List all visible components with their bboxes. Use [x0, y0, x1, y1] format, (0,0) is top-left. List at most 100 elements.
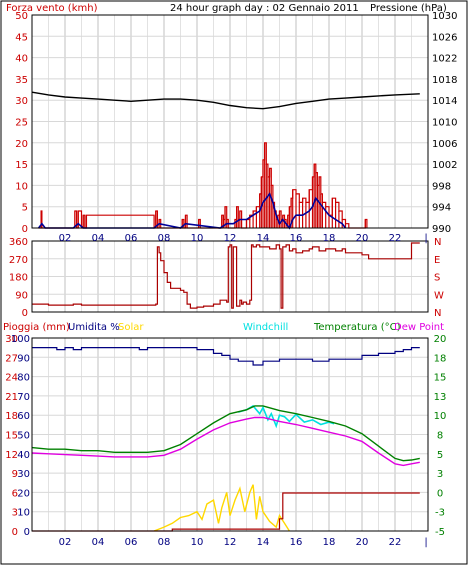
y2-tick-label: 1014 — [432, 96, 457, 107]
y-tick-label-humidity: 20 — [17, 488, 30, 499]
y-tick-label: 0 — [22, 224, 28, 235]
compass-label: N — [434, 237, 441, 248]
dewpoint-line — [31, 416, 420, 467]
legend-windchill: Windchill — [243, 322, 288, 333]
y-tick-label-rain: 24 — [5, 373, 18, 384]
x-tick-label: 10 — [191, 537, 204, 548]
pressure-line — [31, 91, 420, 110]
y-tick-label-rain: 3 — [12, 508, 18, 519]
compass-label: W — [434, 290, 444, 301]
x-tick-label: 20 — [356, 233, 369, 244]
y-tick-label-rain: 21 — [5, 392, 18, 403]
y-tick-label: 15 — [15, 160, 28, 171]
y-tick-label-rain: 12 — [5, 450, 18, 461]
y2-tick-label-temperature: 8 — [437, 431, 443, 442]
y-tick-label-humidity: 0 — [24, 527, 30, 538]
compass-label: E — [434, 255, 440, 266]
legend-temperature: Temperatura (°C) — [313, 322, 401, 333]
y-tick-label: 180 — [9, 273, 28, 284]
y-tick-label: 10 — [15, 181, 28, 192]
legend-dewpoint: Dew Point — [394, 322, 444, 333]
direction-panel-frame — [31, 240, 429, 313]
y2-tick-label-temperature: 20 — [434, 334, 447, 345]
wind-direction-line — [32, 242, 420, 309]
x-tick-label: 20 — [356, 537, 369, 548]
y-tick-label: 50 — [15, 11, 28, 22]
x-tick-label: 12 — [224, 233, 237, 244]
y-tick-label-humidity: 100 — [11, 334, 30, 345]
x-tick-label: 02 — [59, 537, 72, 548]
y2-tick-label: 1010 — [432, 118, 457, 129]
y-tick-label: 25 — [15, 118, 28, 129]
x-tick-label: | — [424, 233, 427, 244]
y-tick-label-humidity: 60 — [17, 411, 30, 422]
y2-tick-label: 1026 — [432, 32, 457, 43]
y2-tick-label: 1022 — [432, 54, 457, 65]
y-tick-label: 45 — [15, 32, 28, 43]
y-tick-label-humidity: 90 — [17, 353, 30, 364]
x-tick-label: | — [424, 537, 427, 548]
y-tick-label: 0 — [22, 308, 28, 319]
windchill-line — [238, 404, 335, 429]
climate-panel-frame — [31, 337, 429, 532]
y-tick-label: 270 — [9, 255, 28, 266]
tick-label-layer: 0510152025303540455099099499810021006101… — [5, 11, 457, 548]
y-tick-label-rain: 18 — [5, 411, 18, 422]
y-tick-label-humidity: 70 — [17, 392, 30, 403]
compass-label: N — [434, 308, 441, 319]
y-tick-label: 5 — [22, 203, 28, 214]
y2-tick-label: 1018 — [432, 75, 457, 86]
y-tick-label: 90 — [15, 290, 28, 301]
wind-average-line — [37, 192, 347, 230]
x-tick-label: 12 — [224, 537, 237, 548]
y2-tick-label-temperature: 18 — [434, 353, 447, 364]
chart-title: 24 hour graph day : 02 Gennaio 2011 — [170, 3, 359, 14]
solar-line — [153, 484, 290, 532]
x-tick-label: 06 — [125, 537, 138, 548]
y2-tick-label-temperature: 0 — [437, 488, 443, 499]
y-tick-label-rain: 30 — [5, 334, 18, 345]
y-tick-label-humidity: 40 — [17, 450, 30, 461]
y2-tick-label: 1002 — [432, 160, 457, 171]
y-tick-label-rain: 9 — [12, 469, 18, 480]
y-tick-label-rain: 6 — [12, 488, 18, 499]
y2-tick-label: 998 — [432, 181, 451, 192]
x-tick-label: 16 — [290, 233, 303, 244]
y2-tick-label-temperature: -3 — [435, 508, 445, 519]
x-tick-label: 06 — [125, 233, 138, 244]
frame-layer — [31, 14, 429, 532]
y-tick-label-humidity: 30 — [17, 469, 30, 480]
y-tick-label-rain: 0 — [12, 527, 18, 538]
y-tick-label: 30 — [15, 96, 28, 107]
wind-panel-frame — [31, 14, 429, 229]
y2-tick-label-temperature: 5 — [437, 450, 443, 461]
y2-tick-label: 1006 — [432, 139, 457, 150]
x-tick-label: 18 — [323, 233, 336, 244]
temperature-line — [31, 405, 420, 462]
x-tick-label: 02 — [59, 233, 72, 244]
x-tick-label: 22 — [389, 537, 402, 548]
x-tick-label: 18 — [323, 537, 336, 548]
legend-humidity: Umidita % — [68, 322, 120, 333]
y2-tick-label-temperature: -5 — [435, 527, 445, 538]
x-tick-label: 08 — [158, 537, 171, 548]
y2-tick-label-temperature: 3 — [437, 469, 443, 480]
pressure-axis-label: Pressione (hPa) — [370, 3, 447, 14]
x-tick-label: 14 — [257, 233, 270, 244]
y-tick-label-humidity: 80 — [17, 373, 30, 384]
y-tick-label-rain: 15 — [5, 431, 18, 442]
wind-axis-label: Forza vento (kmh) — [6, 3, 98, 14]
y-tick-label: 360 — [9, 237, 28, 248]
compass-label: S — [434, 273, 440, 284]
y-tick-label: 40 — [15, 54, 28, 65]
x-tick-label: 10 — [191, 233, 204, 244]
y2-tick-label: 994 — [432, 203, 451, 214]
data-layer — [31, 91, 420, 532]
x-tick-label: 04 — [92, 537, 105, 548]
y2-tick-label-temperature: 15 — [434, 373, 447, 384]
legend-solar: Solar — [118, 322, 144, 333]
legend-rain: Pioggia (mm) — [3, 322, 70, 333]
y-tick-label-rain: 27 — [5, 353, 18, 364]
